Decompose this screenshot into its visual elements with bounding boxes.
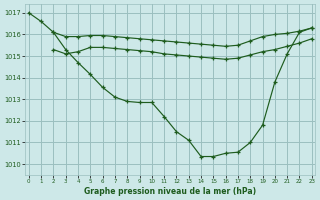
X-axis label: Graphe pression niveau de la mer (hPa): Graphe pression niveau de la mer (hPa) — [84, 187, 256, 196]
